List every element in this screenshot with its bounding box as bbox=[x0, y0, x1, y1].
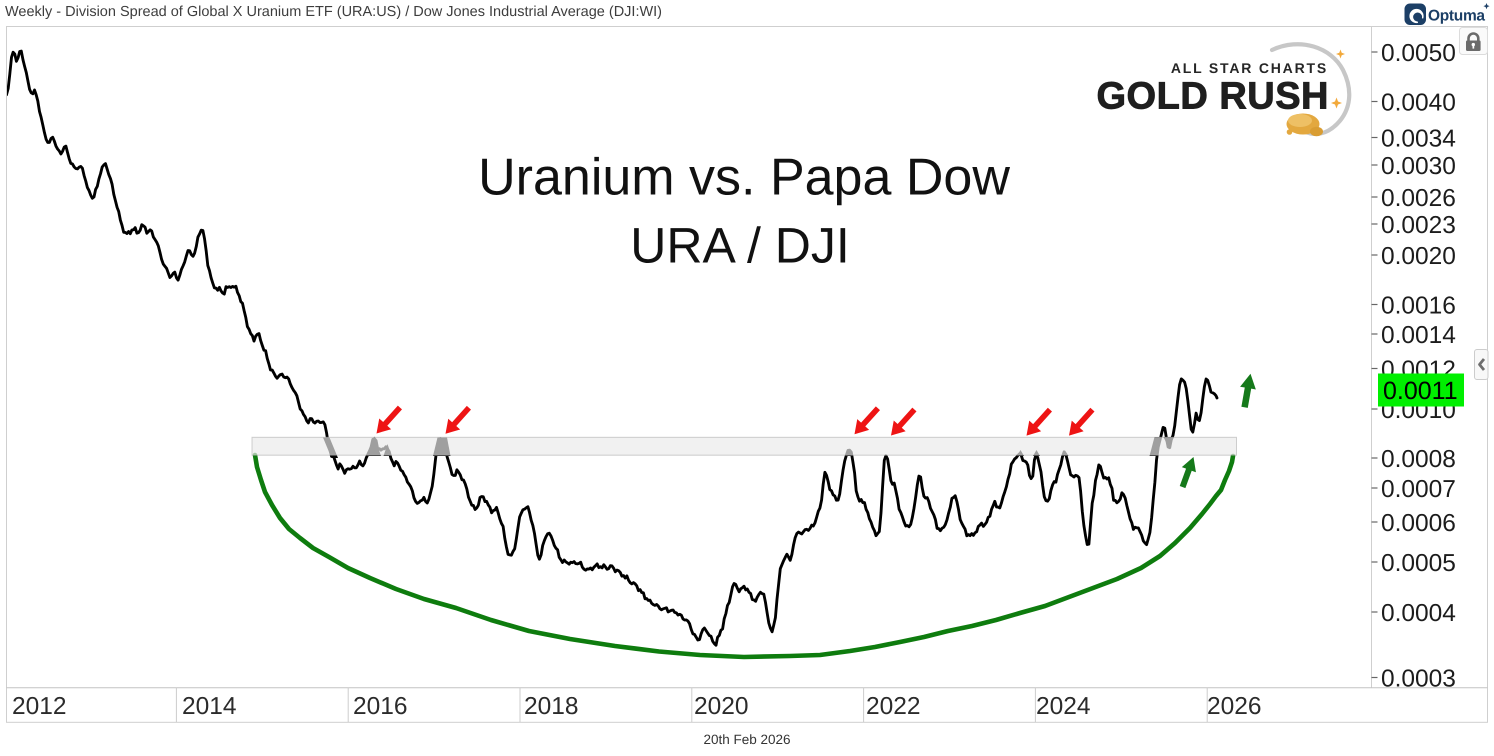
svg-text:2012: 2012 bbox=[12, 693, 67, 720]
svg-text:URA / DJI: URA / DJI bbox=[630, 218, 849, 274]
svg-text:2016: 2016 bbox=[353, 693, 408, 720]
svg-text:0.0004: 0.0004 bbox=[1381, 600, 1456, 627]
svg-text:GOLD RUSH: GOLD RUSH bbox=[1097, 76, 1330, 118]
svg-text:0.0006: 0.0006 bbox=[1381, 510, 1456, 537]
svg-text:Uranium vs. Papa Dow: Uranium vs. Papa Dow bbox=[478, 149, 1010, 207]
svg-text:20th Feb 2026: 20th Feb 2026 bbox=[703, 732, 790, 747]
svg-text:0.0003: 0.0003 bbox=[1381, 666, 1456, 693]
svg-text:0.0026: 0.0026 bbox=[1381, 185, 1456, 212]
svg-text:2024: 2024 bbox=[1036, 693, 1091, 720]
svg-text:0.0020: 0.0020 bbox=[1381, 243, 1456, 270]
svg-text:0.0005: 0.0005 bbox=[1381, 550, 1456, 577]
svg-text:2014: 2014 bbox=[182, 693, 237, 720]
svg-text:0.0014: 0.0014 bbox=[1381, 322, 1456, 349]
svg-text:0.0007: 0.0007 bbox=[1381, 476, 1456, 503]
svg-text:ALL STAR CHARTS: ALL STAR CHARTS bbox=[1171, 60, 1328, 76]
svg-text:0.0040: 0.0040 bbox=[1381, 90, 1456, 117]
svg-text:2020: 2020 bbox=[694, 693, 749, 720]
svg-text:0.0050: 0.0050 bbox=[1381, 40, 1456, 67]
svg-text:0.0030: 0.0030 bbox=[1381, 153, 1456, 180]
svg-text:0.0008: 0.0008 bbox=[1381, 446, 1456, 473]
svg-text:0.0011: 0.0011 bbox=[1383, 377, 1458, 405]
svg-text:2018: 2018 bbox=[524, 693, 579, 720]
svg-text:2026: 2026 bbox=[1207, 693, 1262, 720]
svg-text:0.0016: 0.0016 bbox=[1381, 293, 1456, 320]
svg-text:Weekly - Division Spread of Gl: Weekly - Division Spread of Global X Ura… bbox=[5, 4, 662, 20]
svg-text:0.0034: 0.0034 bbox=[1381, 126, 1456, 153]
svg-text:0.0023: 0.0023 bbox=[1381, 212, 1456, 239]
svg-text:Optuma: Optuma bbox=[1428, 8, 1485, 25]
svg-text:2022: 2022 bbox=[866, 693, 921, 720]
